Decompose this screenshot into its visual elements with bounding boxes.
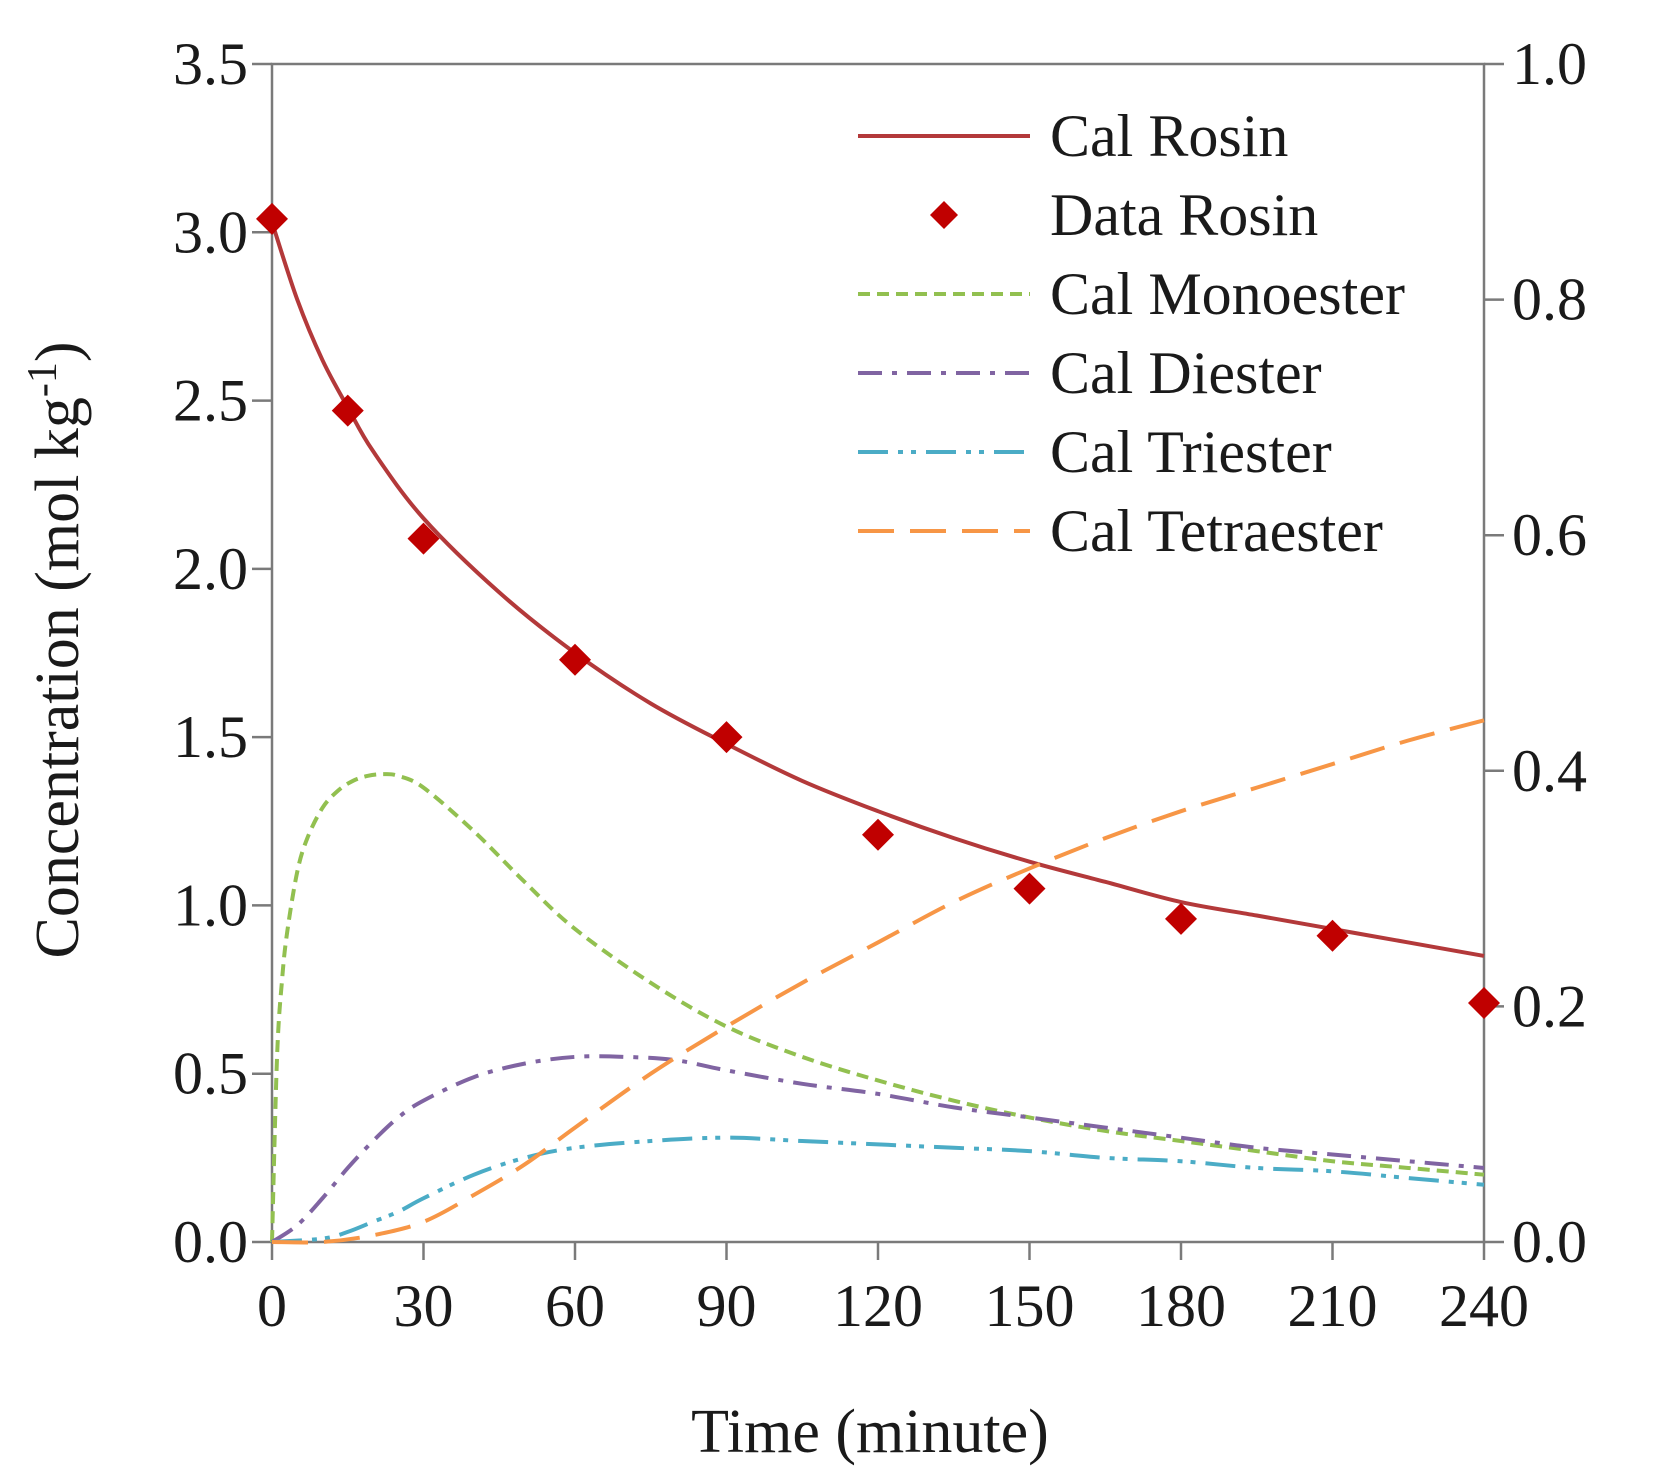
y-axis-title-superscript: -1: [20, 362, 66, 397]
legend-swatch: [930, 201, 958, 229]
y-tick-label: 0.5: [173, 1041, 248, 1107]
x-tick-label: 0: [257, 1273, 287, 1339]
legend: Cal Rosin Data Rosin Cal Monoester Cal Dies…: [858, 103, 1405, 564]
y-tick-label: 1.5: [173, 704, 248, 770]
legend-item-cal-tetraester: Cal Tetraester: [858, 498, 1383, 564]
data-point-data-rosin: [331, 394, 364, 427]
x-tick-label: 150: [985, 1273, 1075, 1339]
legend-label: Cal Tetraester: [1050, 498, 1383, 564]
series-line-cal-tetraester: [271, 718, 1485, 1245]
x-tick-label: 30: [394, 1273, 454, 1339]
data-point-data-rosin: [559, 643, 591, 676]
data-point-data-rosin: [1013, 872, 1046, 905]
x-axis-title: Time (minute): [691, 1398, 1049, 1466]
data-point-data-rosin: [862, 818, 894, 851]
y-tick-label: 0.0: [173, 1209, 248, 1275]
legend-item-cal-diester: Cal Diester: [858, 340, 1322, 406]
x-tick-label: 180: [1136, 1273, 1226, 1339]
legend-label: Cal Monoester: [1050, 261, 1405, 327]
legend-item-cal-rosin: Cal Rosin: [858, 103, 1288, 169]
x-tick-label: 60: [545, 1273, 605, 1339]
y2-tick-label: 0.6: [1512, 502, 1587, 568]
x-tick-label: 240: [1439, 1273, 1529, 1339]
legend-label: Cal Diester: [1050, 340, 1322, 406]
data-point-data-rosin: [407, 522, 440, 555]
series-line-cal-triester: [271, 1135, 1485, 1244]
y-tick-label: 1.0: [173, 872, 248, 938]
legend-label: Cal Rosin: [1050, 103, 1288, 169]
y-axis-title-close: ): [24, 342, 92, 363]
data-point-data-rosin: [256, 202, 288, 235]
legend-item-cal-monoester: Cal Monoester: [858, 261, 1405, 327]
data-point-data-rosin: [710, 721, 743, 754]
legend-label: Cal Triester: [1050, 419, 1332, 485]
x-tick-label: 120: [833, 1273, 923, 1339]
axes: 0.0 0.5 1.0 1.5 2.0 2.5 3.0 3.5 0.0 0.2 0.4 0.6 0.8 1…: [173, 31, 1587, 1339]
y2-tick-label: 1.0: [1512, 31, 1587, 97]
y-tick-label: 3.5: [173, 31, 248, 97]
y2-tick-label: 0.4: [1512, 738, 1587, 804]
data-point-data-rosin: [1468, 987, 1500, 1020]
series-layer: [256, 202, 1500, 1245]
y2-tick-label: 0.8: [1512, 267, 1587, 333]
y2-tick-label: 0.0: [1512, 1209, 1587, 1275]
y-tick-label: 3.0: [173, 199, 248, 265]
series-line-cal-diester: [270, 1054, 1485, 1244]
y-tick-label: 2.5: [173, 368, 248, 434]
data-point-data-rosin: [1316, 919, 1349, 952]
legend-item-cal-triester: Cal Triester: [858, 419, 1332, 485]
y2-tick-label: 0.2: [1512, 973, 1587, 1039]
y-tick-label: 2.0: [173, 536, 248, 602]
series-line-cal-monoester: [270, 772, 1485, 1243]
legend-item-data-rosin: Data Rosin: [930, 182, 1318, 248]
data-point-data-rosin: [1165, 902, 1197, 935]
x-tick-label: 90: [697, 1273, 757, 1339]
y-axis-title: Concentration (mol kg-1): [20, 342, 92, 959]
y-axis-title-main: Concentration (mol kg: [24, 397, 92, 958]
legend-label: Data Rosin: [1050, 182, 1318, 248]
x-tick-label: 210: [1288, 1273, 1378, 1339]
